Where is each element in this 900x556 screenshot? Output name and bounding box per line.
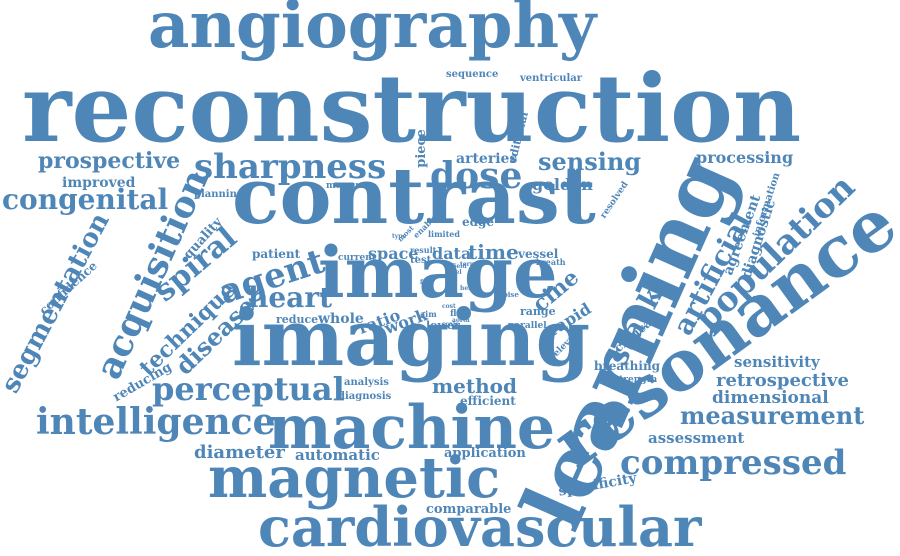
word-field: field: [452, 263, 467, 270]
word-angiography: angiography: [148, 0, 597, 63]
word-perceptual: perceptual: [152, 370, 345, 408]
word-range: range: [520, 305, 556, 318]
word-breath: breath: [536, 257, 566, 267]
word-level: level: [446, 269, 462, 276]
word-breathing: breathing: [594, 359, 661, 373]
word-vessel: vessel: [518, 247, 559, 261]
word-aorta: aorta: [452, 317, 470, 324]
word-golden: golden: [532, 175, 593, 194]
word-prospective: prospective: [38, 148, 181, 174]
word-arteries: arteries: [456, 151, 518, 167]
word-improved: improved: [62, 175, 136, 191]
word-imaging: imaging: [232, 293, 591, 384]
word-parallel: parallel: [508, 321, 547, 331]
word-her: her: [460, 285, 472, 292]
word-planning: planning: [194, 189, 244, 200]
word-piece: piece: [413, 129, 429, 168]
word-sharpness: sharpness: [194, 147, 387, 187]
word-measure: measure: [326, 181, 370, 191]
word-cardiovascular: cardiovascular: [258, 495, 702, 556]
word-time: time: [468, 240, 519, 264]
word-term: term: [460, 261, 477, 268]
word-reconstruction: reconstruction: [22, 54, 802, 164]
word-machine: machine: [268, 393, 556, 463]
word-sensing: sensing: [538, 147, 642, 176]
word-application: application: [444, 446, 526, 461]
word-processing: processing: [696, 148, 794, 167]
word-strength: strength: [614, 375, 658, 385]
word-measurement: measurement: [680, 401, 865, 430]
word-congenital: congenital: [2, 183, 169, 216]
word-compressed: compressed: [620, 443, 847, 483]
word-reduce: reduce: [276, 313, 319, 326]
word-magnetic: magnetic: [208, 445, 501, 511]
word-dose: dose: [430, 155, 523, 197]
word-space: space: [368, 244, 419, 263]
word-free: free: [420, 279, 434, 286]
word-retrospective: retrospective: [716, 370, 849, 391]
word-diagnosis: diagnosis: [338, 391, 392, 402]
word-type: type: [392, 233, 407, 240]
word-current: current: [338, 253, 376, 263]
word-fast: fast: [468, 279, 481, 286]
word-lower: lower: [426, 319, 460, 332]
word-flow: flow: [450, 309, 471, 319]
word-dimensional: dimensional: [712, 388, 829, 408]
word-intelligence: intelligence: [36, 401, 276, 443]
word-analysis: analysis: [344, 377, 389, 388]
word-ventricular: ventricular: [520, 73, 583, 84]
word-heart: heart: [248, 281, 332, 314]
word-sequence: sequence: [446, 69, 499, 80]
word-data: data: [432, 244, 472, 263]
word-method: method: [432, 374, 517, 398]
word-comparable: comparable: [426, 502, 512, 517]
word-assessment: assessment: [648, 429, 745, 447]
word-limited: limited: [428, 229, 460, 239]
word-automatic: automatic: [295, 446, 380, 464]
word-contrast: contrast: [232, 151, 596, 242]
word-result: result: [410, 245, 437, 255]
word-test: test: [410, 255, 432, 266]
word-aim: aim: [420, 309, 437, 319]
word-patient: patient: [252, 247, 301, 261]
word-image: image: [318, 231, 558, 314]
word-efficient: efficient: [460, 394, 516, 408]
word-scale: scale: [442, 321, 460, 328]
word-resolved: resolved: [598, 179, 631, 221]
word-diameter: diameter: [194, 442, 285, 463]
word-whole: whole: [318, 311, 364, 327]
word-sensitivity: sensitivity: [734, 353, 820, 371]
word-noise: noise: [498, 290, 519, 299]
word-edge: edge: [462, 215, 495, 229]
word-cost: cost: [442, 303, 456, 310]
